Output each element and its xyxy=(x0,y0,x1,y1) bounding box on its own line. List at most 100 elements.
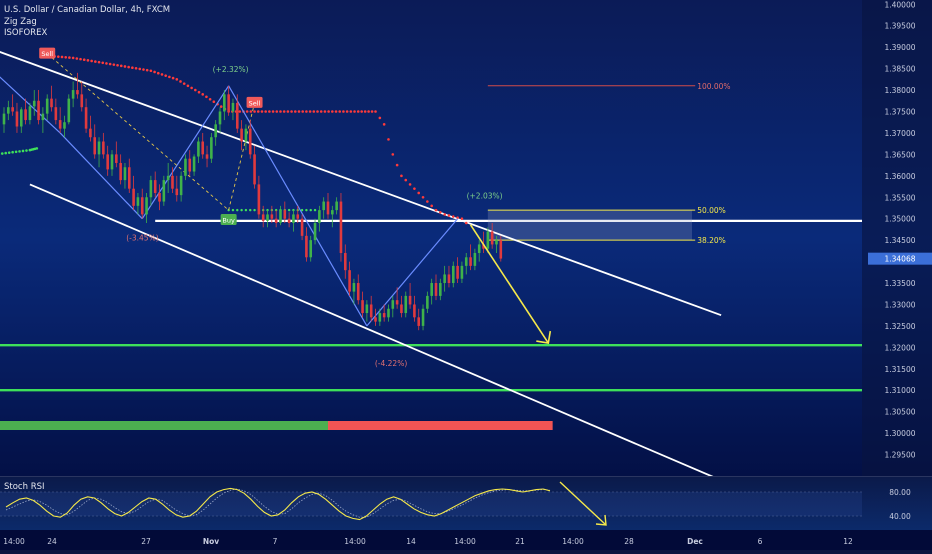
candle-body xyxy=(55,107,58,120)
candle-body xyxy=(24,109,27,120)
trend-dot-red xyxy=(338,110,341,113)
candle-body xyxy=(266,214,269,220)
trend-dot-green xyxy=(8,151,11,154)
candle-body xyxy=(275,219,278,223)
candle-body xyxy=(430,283,433,296)
rsi-level-label: 80.00 xyxy=(889,488,911,497)
trend-dot-red xyxy=(116,64,119,67)
candle-body xyxy=(85,107,88,128)
rsi-band xyxy=(0,492,862,516)
trend-dot-red xyxy=(168,76,171,79)
trend-dot-red xyxy=(417,192,420,195)
trend-dot-red xyxy=(465,222,468,225)
trend-dot-red xyxy=(135,67,138,70)
price-tick-label: 1.40000 xyxy=(884,0,915,9)
trend-dot-red xyxy=(422,196,425,199)
candle-body xyxy=(154,180,157,193)
candle-body xyxy=(59,120,62,129)
price-tick-label: 1.35500 xyxy=(884,193,915,202)
time-tick-label: 6 xyxy=(758,537,763,546)
candle-body xyxy=(404,296,407,313)
trend-dot-red xyxy=(409,183,412,186)
trend-dot-green xyxy=(249,209,251,211)
candle-body xyxy=(188,159,191,172)
candle-body xyxy=(50,99,53,108)
trend-dot-red xyxy=(272,110,275,113)
price-tick-label: 1.30000 xyxy=(884,429,915,438)
trend-dot-red xyxy=(246,110,249,113)
trend-dot-red xyxy=(439,211,442,214)
candle-body xyxy=(478,244,481,253)
trend-dot-red xyxy=(253,110,256,113)
trend-dot-red xyxy=(430,205,433,208)
trend-dot-red xyxy=(309,110,312,113)
candle-body xyxy=(465,257,468,266)
trend-dot-red xyxy=(316,110,319,113)
trend-dot-green xyxy=(232,209,234,211)
candle-body xyxy=(240,129,243,142)
candle-body xyxy=(279,210,282,223)
candle-body xyxy=(340,202,343,253)
trend-dot-red xyxy=(261,110,264,113)
candle-body xyxy=(163,180,166,201)
candle-body xyxy=(374,317,377,321)
candle-body xyxy=(7,107,10,113)
candle-body xyxy=(201,142,204,155)
candle-body xyxy=(197,142,200,157)
trend-dot-red xyxy=(392,153,395,156)
trend-dot-red xyxy=(331,110,334,113)
trend-dot-green xyxy=(305,209,307,211)
trend-dot-red xyxy=(76,57,79,60)
candle-body xyxy=(305,236,308,257)
candle-body xyxy=(46,99,49,114)
trend-dot-red xyxy=(396,164,399,167)
candle-body xyxy=(318,210,321,223)
candle-body xyxy=(111,154,114,169)
trend-dot-green xyxy=(22,150,25,153)
candle-body xyxy=(214,124,217,137)
zigzag-label-3: (+2.03%) xyxy=(467,192,503,201)
candle-body xyxy=(448,274,451,283)
trend-dot-green xyxy=(4,152,7,155)
trend-dot-green xyxy=(245,209,247,211)
candle-body xyxy=(361,300,364,313)
trend-dot-red xyxy=(257,110,260,113)
candle-body xyxy=(16,111,19,126)
candle-body xyxy=(63,122,66,128)
candle-body xyxy=(348,270,351,291)
trend-dot-red xyxy=(209,98,212,101)
trend-dot-red xyxy=(294,110,297,113)
candle-body xyxy=(271,214,274,218)
candle-body xyxy=(456,266,459,279)
candle-body xyxy=(227,94,230,111)
trend-dot-red xyxy=(187,84,190,87)
candle-body xyxy=(422,309,425,326)
candle-body xyxy=(435,283,438,296)
sell-signal-label: Sell xyxy=(249,99,261,107)
trend-dot-red xyxy=(360,110,363,113)
fib-label-2: 38.20% xyxy=(697,236,726,245)
trend-dot-red xyxy=(94,60,97,63)
strength-bar-green xyxy=(0,421,328,430)
candle-body xyxy=(72,90,75,99)
candle-body xyxy=(76,90,79,94)
trend-dot-red xyxy=(387,138,390,141)
trend-dot-red xyxy=(301,110,304,113)
trend-dot-green xyxy=(25,149,28,152)
trend-dot-red xyxy=(461,217,464,220)
time-tick-label: 14:00 xyxy=(454,537,476,546)
price-tick-label: 1.35000 xyxy=(884,215,915,224)
buy-signal-label: Buy xyxy=(222,216,235,224)
candle-body xyxy=(396,300,399,304)
price-tick-label: 1.33500 xyxy=(884,279,915,288)
trend-dot-red xyxy=(346,110,349,113)
candle-body xyxy=(98,142,101,155)
candle-body xyxy=(145,197,148,214)
trend-dot-red xyxy=(320,110,323,113)
trend-dot-red xyxy=(324,110,327,113)
candle-body xyxy=(500,240,503,258)
trend-dot-red xyxy=(413,187,416,190)
zigzag-label-2: (-4.22%) xyxy=(375,359,407,368)
